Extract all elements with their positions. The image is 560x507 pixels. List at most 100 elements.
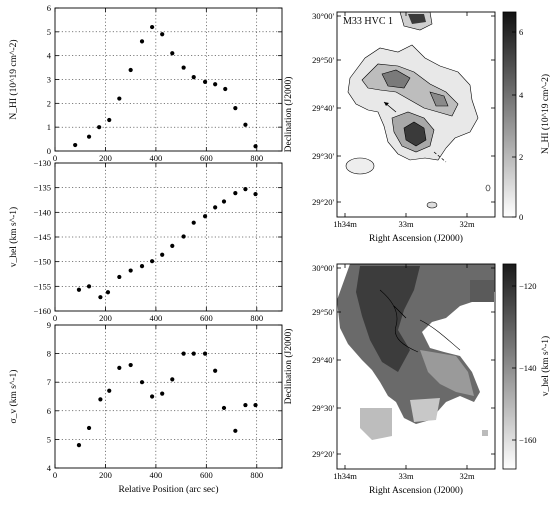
colorbar-tick-label: 2 [519, 152, 523, 162]
data-point [202, 351, 208, 356]
y-tick-label: 5 [47, 27, 51, 37]
plot-frame [54, 7, 283, 152]
data-point [243, 187, 248, 192]
x-tick-label: 0 [53, 313, 57, 323]
data-point [191, 75, 196, 80]
y-tick-label: 6 [47, 3, 51, 13]
y-tick-label: 1 [47, 122, 51, 132]
ra-axis-label: Right Ascension (J2000) [369, 485, 463, 496]
y-tick-label: 8 [47, 349, 51, 359]
scatter-panel-2: 0 200 400 600 800 −160 −155 −150 −145 −140 −135 −13… [8, 158, 283, 323]
y-tick-label: 4 [47, 463, 52, 473]
data-point [76, 443, 82, 448]
data-point [86, 425, 92, 431]
dec-tick-label: 29°20' [312, 449, 334, 459]
map-title: M33 HVC 1 [343, 16, 393, 27]
data-point [117, 96, 122, 101]
data-point [150, 24, 155, 30]
x-tick-label: 400 [150, 313, 163, 323]
data-point [253, 191, 258, 197]
data-point [202, 79, 208, 84]
y-tick-label: 5 [47, 434, 51, 444]
data-point [86, 134, 92, 139]
column-density-image [345, 12, 491, 209]
scatter-panel-1: 0 200 400 600 800 0 1 2 3 4 5 6 N_HI (10^19 cm^-2) [8, 3, 283, 163]
data-point [202, 214, 208, 219]
dec-axis-label: Declination (J2000) [283, 329, 294, 405]
y-tick-label: 6 [47, 406, 51, 416]
y-tick-label: −140 [33, 207, 51, 217]
y-tick-label: 7 [47, 377, 51, 387]
dec-tick-label: 29°40' [312, 103, 334, 113]
data-point [98, 295, 103, 300]
dec-tick-label: 29°40' [312, 355, 334, 365]
y-tick-label: 2 [47, 98, 51, 108]
dec-tick-label: 29°50' [312, 307, 334, 317]
data-point [160, 252, 165, 257]
data-point [191, 220, 196, 225]
data-point [150, 259, 155, 264]
data-point [213, 205, 218, 210]
column-density-colorbar [502, 11, 517, 218]
x-tick-label: 200 [99, 470, 112, 480]
ra-tick-label: 1h34m [333, 219, 357, 229]
data-point [181, 65, 186, 70]
y-tick-label: −150 [33, 257, 51, 267]
data-point [139, 264, 145, 269]
velocity-colorbar [502, 263, 517, 470]
y-axis-label: v_hel (km s^-1) [8, 207, 19, 267]
x-tick-label: 200 [99, 313, 112, 323]
colorbar-tick-label: 0 [519, 212, 523, 222]
scatter-panels: 0 200 400 600 800 0 1 2 3 4 5 6 N_HI (10^19 cm^-2) 0 2… [8, 3, 283, 495]
y-tick-label: −155 [33, 281, 51, 291]
y-tick-label: 4 [47, 51, 52, 61]
velocity-map: 1h34m 33m 32m 30°00' 29°50' 29°40' 29°30' 29°20… [283, 263, 551, 496]
x-tick-label: 200 [99, 153, 112, 163]
plot-frame [54, 162, 283, 312]
y-tick-label: −135 [33, 183, 51, 193]
x-axis-label: Relative Position (arc sec) [119, 484, 219, 495]
dec-tick-label: 29°20' [312, 197, 334, 207]
dec-axis-label: Declination (J2000) [283, 77, 294, 153]
data-point [128, 268, 133, 273]
data-point [86, 284, 92, 289]
data-point [253, 402, 258, 408]
colorbar-tick-label: −140 [519, 363, 537, 373]
data-point [221, 199, 227, 204]
data-point [243, 402, 248, 408]
y-tick-label: 9 [47, 320, 51, 330]
dec-tick-label: 30°00' [312, 11, 334, 21]
y-tick-label: 0 [47, 146, 51, 156]
data-point [170, 377, 175, 382]
x-tick-label: 600 [200, 153, 213, 163]
y-tick-label: −160 [33, 306, 51, 316]
data-point [160, 32, 165, 37]
data-point [117, 365, 122, 370]
data-point [128, 362, 133, 368]
data-point [107, 388, 112, 393]
ra-tick-label: 33m [398, 219, 414, 229]
data-point [73, 142, 78, 148]
data-point [139, 39, 145, 44]
data-point [97, 125, 102, 130]
data-point [117, 274, 122, 280]
data-point [139, 380, 145, 385]
colorbar-label: v_hel (km s^-1) [540, 336, 551, 396]
column-density-map: M33 HVC 1 1h34m 33m 32m 30°00' 29°50' 29°40' 2… [283, 11, 551, 244]
dec-tick-label: 29°30' [312, 151, 334, 161]
x-tick-label: 800 [250, 470, 263, 480]
data-point [170, 51, 175, 56]
data-point [160, 391, 165, 396]
scatter-panel-3: 0 200 400 600 800 4 5 6 7 8 9 σ_v (km s^-1) Relative… [8, 320, 283, 495]
data-point [128, 67, 133, 73]
data-point [213, 82, 218, 87]
data-point [181, 234, 186, 239]
data-point [243, 122, 248, 127]
ra-tick-label: 32m [459, 471, 475, 481]
dec-tick-label: 29°50' [312, 55, 334, 65]
x-tick-label: 0 [53, 153, 57, 163]
colorbar-tick-label: −160 [519, 435, 537, 445]
x-tick-label: 400 [150, 153, 163, 163]
data-point [170, 243, 175, 248]
